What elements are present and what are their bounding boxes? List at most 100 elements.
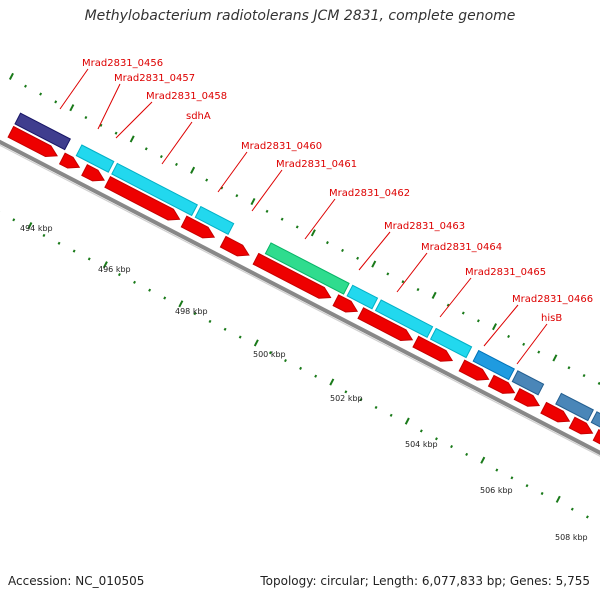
gene-leader-line [161,121,193,165]
outer-tick [341,248,344,253]
feature-blue [472,349,515,381]
feature-cyan [75,144,115,173]
inner-tick [374,405,378,410]
outer-tick [205,178,209,182]
backbone-line [0,139,600,456]
inner-tick [193,312,197,316]
outer-tick [325,241,329,245]
inner-tick [495,468,499,472]
outer-tick [159,155,163,159]
outer-tick [24,84,27,88]
gene-label: Mrad2831_0461 [276,159,357,170]
gene-label: Mrad2831_0465 [465,267,546,278]
feature-cyan [194,205,235,235]
outer-tick [69,104,75,112]
inner-tick [450,445,454,449]
outer-tick [476,319,480,323]
cds-arrow [568,416,594,435]
feature-cyan [111,162,198,217]
outer-tick [507,334,511,339]
inner-tick [314,374,318,378]
gene-label: sdhA [186,111,211,122]
gene-label: Mrad2831_0464 [421,242,502,253]
inner-tick [419,429,423,433]
feature-steel [590,411,600,428]
outer-tick [431,291,437,299]
outer-tick [129,135,135,143]
outer-tick [401,280,405,284]
tick-label: 498 kbp [175,307,208,316]
cds-arrow [487,374,516,394]
outer-tick [522,342,526,346]
inner-tick [465,452,469,456]
tick-label: 500 kbp [253,350,286,359]
outer-tick [492,323,498,331]
gene-label: hisB [541,313,562,324]
gene-label: Mrad2831_0460 [241,141,322,152]
inner-tick [238,335,242,339]
tick-label: 496 kbp [98,265,131,274]
inner-tick [72,249,76,253]
outer-tick [295,225,299,229]
gene-label: Mrad2831_0462 [329,188,410,199]
feature-layer [7,112,600,445]
outer-tick [8,72,14,80]
tick-layer: 494 kbp 496 kbp 498 kbp 500 kbp 502 kbp 504 k… [0,72,600,542]
outer-tick [310,229,316,237]
inner-tick [510,476,514,480]
inner-tick [42,233,46,238]
outer-tick [190,166,196,174]
outer-tick [416,287,420,292]
label-layer: Mrad2831_0456 Mrad2831_0457 Mrad2831_0458s… [59,58,593,365]
cds-arrow [252,252,332,299]
backbone-highlight [0,144,600,457]
inner-tick [344,390,348,394]
gene-label: Mrad2831_0458 [146,91,227,102]
gene-leader-line [97,83,121,130]
inner-tick [223,327,227,331]
gene-label: Mrad2831_0457 [114,73,195,84]
inner-tick [359,398,363,402]
outer-tick [265,209,269,213]
cds-arrow [592,429,600,445]
feature-navy [14,112,71,151]
inner-tick [434,437,438,441]
outer-tick [235,194,239,198]
outer-tick [250,197,256,206]
outer-tick [54,100,58,104]
gene-leader-line [483,304,519,347]
gene-leader-line [217,151,248,193]
cds-arrow [58,152,81,169]
outer-tick [371,260,377,268]
outer-tick [567,366,571,370]
inner-tick [87,257,91,261]
inner-tick [268,351,272,355]
cds-arrow [357,307,414,342]
inner-tick [525,484,529,488]
cds-arrow [412,335,454,362]
outer-tick [84,115,88,120]
outer-tick [386,272,390,276]
inner-tick [102,261,108,269]
outer-tick [537,350,541,354]
cds-arrow [332,294,359,313]
inner-tick [208,319,212,324]
outer-tick [144,147,148,151]
inner-tick [329,378,335,386]
gene-label: Mrad2831_0463 [384,221,465,232]
cds-arrow [180,215,216,239]
gene-leader-line [115,101,153,139]
inner-tick [148,288,152,292]
feature-cyan [429,327,473,359]
gene-leader-line [304,198,336,240]
cds-arrow [540,401,571,423]
inner-tick [117,272,121,277]
gene-leader-line [439,277,472,318]
topology-text: Topology: circular; Length: 6,077,833 bp… [260,574,590,588]
inner-tick [12,218,16,222]
inner-tick [253,339,259,347]
outer-tick [280,217,284,221]
tick-label: 502 kbp [330,394,363,403]
outer-tick [39,92,43,96]
